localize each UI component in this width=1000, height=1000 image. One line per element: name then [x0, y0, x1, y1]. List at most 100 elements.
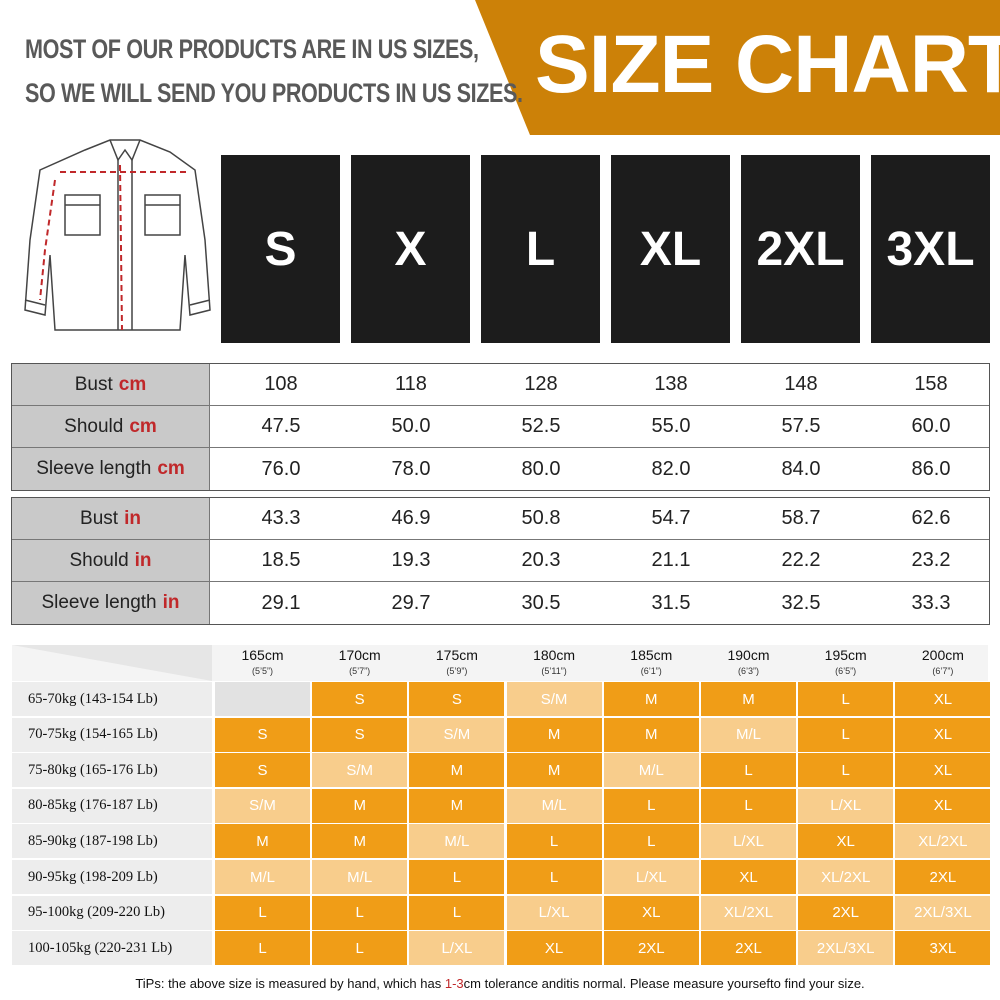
size-cell: M/L — [603, 753, 699, 788]
measure-value: 158 — [914, 373, 948, 395]
measure-lines — [39, 164, 190, 331]
size-cell: L/XL — [798, 788, 894, 823]
notice-line: MOST OF OUR PRODUCTS ARE IN US SIZES, — [25, 34, 479, 64]
size-cell: M — [603, 682, 699, 716]
size-cell: M — [409, 788, 505, 823]
row-label: Bust cm — [12, 364, 210, 405]
size-cell: L — [701, 788, 796, 823]
measure-value: 62.6 — [911, 507, 951, 529]
weight-label: 100-105kg (220-231 Lb) — [12, 931, 212, 966]
height-header: 165cm (5’5”) — [215, 648, 310, 684]
size-cell: L — [409, 895, 505, 930]
size-cell: M/L — [409, 824, 505, 859]
measure-value: 50.8 — [521, 507, 561, 529]
size-cell: XL — [506, 931, 602, 966]
measure-value: 60.0 — [911, 415, 951, 437]
unit: in — [162, 592, 180, 613]
measure-value: 29.7 — [391, 591, 431, 614]
measure-table: Bust in 43.3 46.9 50.8 54.7 58.7 62.6 Should in 18… — [11, 497, 990, 625]
height-cm: 185cm — [630, 647, 673, 663]
height-cm: 165cm — [241, 647, 284, 663]
size-cell: S — [312, 717, 408, 752]
size-box: 3XL — [871, 155, 990, 343]
header-band — [12, 645, 988, 681]
measure-value: 23.2 — [911, 549, 951, 571]
label-text: Sleeve length — [36, 458, 152, 479]
size-cell: 2XL — [603, 931, 699, 966]
size-cell: M/L — [506, 788, 602, 823]
measure-row: Should cm 47.5 50.0 52.5 55.0 57.5 60.0 — [12, 406, 989, 448]
size-cell: L — [312, 931, 408, 966]
tip-text: TiPs: the above size is measured by hand… — [135, 976, 445, 991]
size-cell: M — [312, 824, 408, 859]
size-cell: 2XL/3XL — [895, 895, 991, 930]
weight-label: 80-85kg (176-187 Lb) — [12, 788, 212, 823]
height-header: 175cm (5’9”) — [409, 648, 504, 684]
height-ft: (6’7”) — [932, 666, 954, 676]
size-cell: S/M — [506, 682, 602, 716]
size-cell: M — [701, 682, 796, 716]
measure-value: 55.0 — [651, 415, 691, 437]
size-cell: L — [409, 860, 505, 894]
size-cell: XL — [895, 682, 991, 716]
size-box: XL — [611, 155, 730, 343]
measure-row: Bust cm 108 118 128 138 148 158 — [12, 364, 989, 406]
measure-value: 80.0 — [521, 457, 561, 480]
size-cell: L — [701, 753, 796, 788]
size-cell: XL — [701, 860, 796, 894]
measure-value: 54.7 — [651, 507, 691, 529]
size-cell: L — [798, 753, 894, 788]
height-cm: 190cm — [727, 647, 770, 663]
height-ft: (6’5”) — [835, 666, 857, 676]
size-cell: L — [215, 931, 310, 966]
size-cell: L/XL — [409, 931, 505, 966]
height-cm: 200cm — [921, 647, 964, 663]
measure-value: 18.5 — [261, 549, 301, 571]
label-text: Should — [64, 415, 124, 437]
height-ft: (5’5”) — [251, 666, 273, 676]
size-box: 2XL — [741, 155, 860, 343]
size-cell: XL — [895, 753, 991, 788]
height-header: 195cm (6’5”) — [798, 648, 893, 684]
size-cell: S — [215, 717, 310, 752]
size-cell: M/L — [312, 860, 408, 894]
row-label: Sleeve length cm — [12, 448, 210, 490]
measure-value: 138 — [654, 373, 688, 395]
height-header: 185cm (6’1”) — [604, 648, 699, 684]
measure-table: Bust cm 108 118 128 138 148 158 Should cm 47.5 50.0… — [11, 363, 990, 491]
size-cell: L — [506, 860, 602, 894]
label-text: Should — [69, 549, 129, 571]
size-cell: 2XL — [701, 931, 796, 966]
weight-label: 85-90kg (187-198 Lb) — [12, 824, 212, 859]
height-header: 200cm (6’7”) — [895, 648, 990, 684]
height-ft: (5’7”) — [349, 666, 371, 676]
measure-value: 19.3 — [391, 549, 431, 571]
row-label: Bust in — [12, 498, 210, 539]
size-cell: L/XL — [701, 824, 796, 859]
weight-label: 75-80kg (165-176 Lb) — [12, 753, 212, 788]
height-cm: 170cm — [338, 647, 381, 663]
measure-value: 78.0 — [391, 457, 431, 480]
size-cell: S/M — [215, 788, 310, 823]
tip: TiPs: the above size is measured by hand… — [0, 976, 1000, 991]
height-header: 190cm (6’3”) — [701, 648, 796, 684]
height-cm: 195cm — [824, 647, 867, 663]
label-text: Bust — [74, 373, 113, 395]
measure-value: 58.7 — [781, 507, 821, 529]
measure-value: 32.5 — [781, 591, 821, 614]
unit: in — [134, 549, 152, 571]
size-cell: L — [506, 824, 602, 859]
size-cell: XL — [895, 788, 991, 823]
size-cell: 2XL/3XL — [798, 931, 894, 966]
height-header: 170cm (5’7”) — [312, 648, 407, 684]
measure-value: 76.0 — [261, 457, 301, 480]
size-cell: M/L — [701, 717, 796, 752]
size-cell: XL/2XL — [895, 824, 991, 859]
measure-row: Bust in 43.3 46.9 50.8 54.7 58.7 62.6 — [12, 498, 989, 540]
label-text: Sleeve length — [41, 592, 157, 613]
measure-value: 128 — [524, 373, 558, 395]
unit: cm — [129, 415, 157, 437]
measure-value: 21.1 — [651, 549, 691, 571]
size-cell: M — [312, 788, 408, 823]
